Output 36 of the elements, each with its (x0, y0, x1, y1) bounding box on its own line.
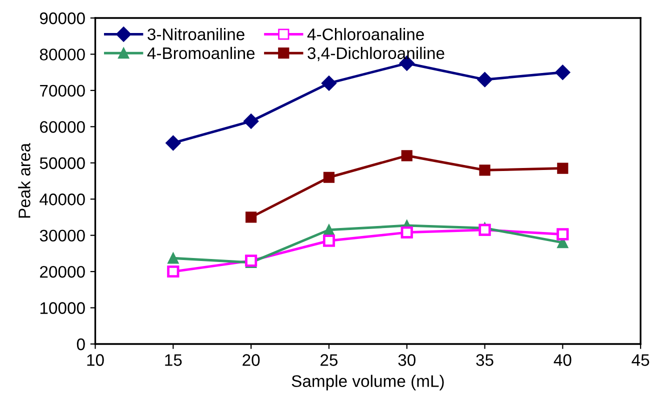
y-axis-title: Peak area (18, 143, 30, 218)
x-tick-label: 10 (87, 354, 104, 366)
y-tick-label: 80000 (40, 48, 85, 60)
x-tick-label: 20 (242, 354, 260, 366)
point (557, 162, 568, 174)
x-tick-label: 30 (398, 354, 416, 366)
legend-label: 4-Bromoanline (147, 46, 255, 60)
x-axis-title: Sample volume (mL) (292, 374, 444, 390)
point (479, 164, 490, 176)
point (555, 64, 570, 80)
y-tick-label: 40000 (40, 194, 85, 206)
point (168, 252, 179, 264)
y-tick-label: 0 (76, 338, 85, 350)
point (477, 72, 492, 88)
point (246, 212, 257, 223)
y-tick-label: 10000 (40, 302, 85, 314)
y-tick-label: 70000 (40, 84, 85, 97)
x-tick-label: 40 (554, 354, 572, 366)
point (244, 114, 259, 129)
y-tick-label: 60000 (40, 121, 85, 133)
x-tick-label: 45 (632, 354, 650, 366)
legend-label: 3,4-Dichloroaniline (308, 46, 444, 62)
point (323, 172, 335, 183)
x-tick-label: 25 (320, 354, 338, 366)
x-tick-label: 15 (165, 354, 182, 366)
y-tick-label: 50000 (40, 157, 85, 170)
point (321, 76, 337, 91)
y-tick-label: 90000 (40, 12, 85, 24)
point (166, 135, 181, 151)
y-tick-label: 30000 (40, 230, 85, 242)
legend-label: 3-Nitroaniline (148, 28, 244, 40)
y-tick-label: 20000 (40, 266, 85, 278)
legend-label: 4-Chloroanaline (307, 28, 424, 40)
point (323, 224, 335, 236)
x-tick-label: 35 (476, 354, 494, 366)
point (401, 150, 412, 162)
